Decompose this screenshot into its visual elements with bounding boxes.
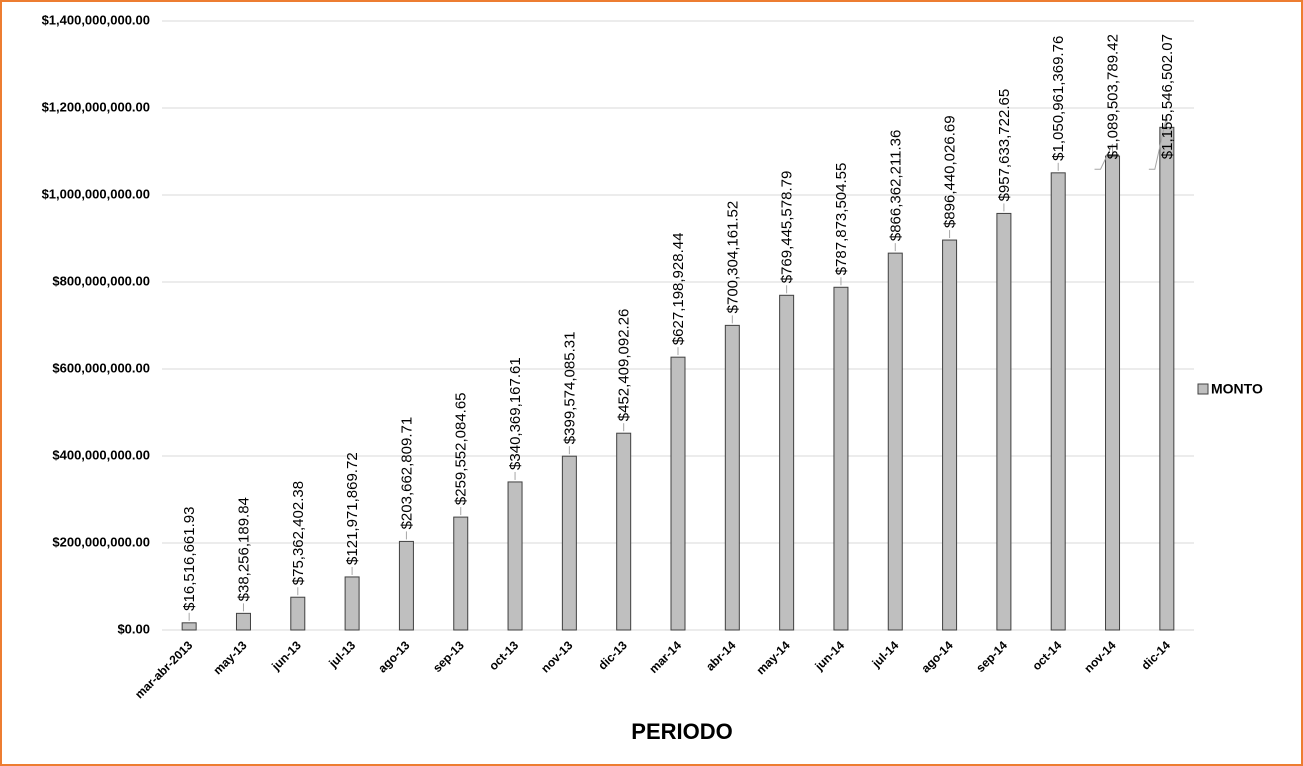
- data-label: $1,155,546,502.07: [1159, 34, 1176, 159]
- x-tick-label: abr-14: [703, 638, 739, 674]
- y-tick-label: $800,000,000.00: [52, 273, 150, 288]
- bar: [616, 432, 632, 631]
- x-tick-label: jun-13: [268, 638, 304, 674]
- x-tick-label: ago-13: [375, 638, 412, 675]
- y-tick-label: $600,000,000.00: [52, 360, 150, 375]
- bar: [833, 286, 849, 631]
- bar: [181, 622, 197, 631]
- data-label: $1,089,503,789.42: [1105, 34, 1122, 159]
- x-tick-label: jul-14: [869, 638, 902, 671]
- data-label: $1,050,961,369.76: [1050, 36, 1067, 161]
- bar: [453, 516, 469, 631]
- legend-swatch: [1197, 383, 1209, 395]
- bar: [561, 455, 577, 631]
- x-tick-label: dic-13: [595, 638, 630, 673]
- x-tick-label: sep-13: [430, 638, 467, 675]
- bar: [887, 252, 903, 631]
- data-label: $866,362,211.36: [887, 130, 904, 242]
- x-tick-label: may-14: [754, 638, 793, 677]
- data-label: $627,198,928.44: [670, 233, 687, 346]
- bar: [1105, 155, 1121, 631]
- y-tick-label: $400,000,000.00: [52, 447, 150, 462]
- x-axis-title: PERIODO: [631, 719, 732, 744]
- bar: [1050, 172, 1066, 631]
- x-tick-label: ago-14: [918, 638, 955, 675]
- bar: [670, 356, 686, 631]
- bar: [507, 481, 523, 631]
- data-label: $896,440,026.69: [942, 115, 959, 228]
- y-tick-label: $1,200,000,000.00: [42, 99, 150, 114]
- data-label: $203,662,809.71: [398, 417, 415, 530]
- x-tick-label: oct-13: [486, 638, 521, 673]
- x-tick-label: jun-14: [811, 638, 847, 674]
- x-tick-label: nov-13: [538, 638, 575, 675]
- bar: [996, 212, 1012, 631]
- data-label: $957,633,722.65: [996, 89, 1013, 202]
- data-label: $452,409,092.26: [616, 309, 633, 422]
- y-tick-label: $200,000,000.00: [52, 534, 150, 549]
- data-label: $121,971,869.72: [344, 452, 361, 565]
- data-label: $38,256,189.84: [235, 497, 252, 601]
- x-tick-label: oct-14: [1029, 638, 1064, 673]
- data-label: $769,445,578.79: [779, 171, 796, 284]
- legend-label: MONTO: [1211, 381, 1263, 397]
- bar: [290, 596, 306, 631]
- x-tick-label: sep-14: [973, 638, 1010, 675]
- data-label: $399,574,085.31: [561, 332, 578, 445]
- bar: [398, 540, 414, 631]
- data-label: $75,362,402.38: [290, 481, 307, 585]
- leader-line: [1148, 115, 1168, 170]
- x-tick-label: dic-14: [1139, 638, 1174, 673]
- data-label: $700,304,161.52: [724, 201, 741, 314]
- data-label: $16,516,661.93: [181, 507, 198, 611]
- data-label: $259,552,084.65: [453, 392, 470, 505]
- leader-line: [1094, 143, 1114, 170]
- bar: [942, 239, 958, 631]
- y-tick-label: $1,000,000,000.00: [42, 186, 150, 201]
- y-tick-label: $1,400,000,000.00: [42, 12, 150, 27]
- data-label: $787,873,504.55: [833, 163, 850, 276]
- bar: [779, 294, 795, 631]
- bar: [344, 576, 360, 631]
- data-label: $340,369,167.61: [507, 357, 524, 470]
- x-tick-label: mar-14: [646, 638, 684, 676]
- bar: [724, 324, 740, 631]
- bar: [235, 612, 251, 631]
- y-tick-label: $0.00: [117, 621, 150, 636]
- bar: [1159, 126, 1175, 631]
- x-tick-label: mar-abr-2013: [132, 638, 195, 701]
- x-tick-label: may-13: [210, 638, 249, 677]
- x-tick-label: jul-13: [325, 638, 358, 671]
- x-tick-label: nov-14: [1081, 638, 1118, 675]
